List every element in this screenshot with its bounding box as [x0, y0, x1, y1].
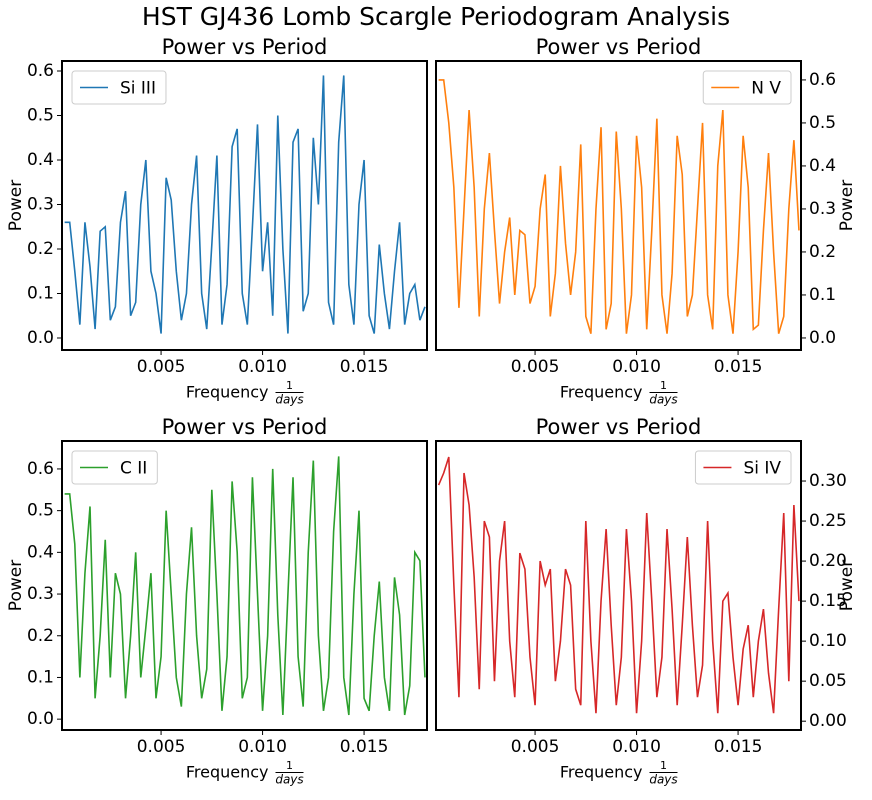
x-tick-label: 0.015	[714, 357, 763, 377]
x-tick-label: 0.010	[612, 737, 661, 757]
figure-title: HST GJ436 Lomb Scargle Periodogram Analy…	[142, 2, 730, 31]
y-tick-label: 0.6	[809, 70, 836, 90]
y-tick-label: 0.3	[27, 194, 54, 214]
axes-frame	[61, 440, 428, 731]
legend-label: Si IV	[743, 459, 781, 479]
x-tick-label: 0.005	[137, 357, 186, 377]
y-tick-label: 0.1	[27, 283, 54, 303]
y-tick-label: 0.3	[27, 584, 54, 604]
y-tick-label: 0.10	[809, 631, 847, 651]
y-tick-label: 0.2	[809, 242, 836, 262]
legend-label: C II	[120, 459, 147, 479]
legend-label: Si III	[120, 79, 156, 99]
subplot-title: Power vs Period	[536, 35, 702, 59]
y-tick-label: 0.2	[27, 239, 54, 259]
y-tick-label: 0.4	[27, 542, 54, 562]
legend-box	[702, 70, 792, 105]
legend: Si IV	[694, 450, 792, 485]
x-tick-label: 0.005	[511, 737, 560, 757]
y-tick-label: 0.4	[809, 156, 836, 176]
y-tick-label: 0.05	[809, 671, 847, 691]
x-tick-label: 0.010	[612, 357, 661, 377]
x-tick-label: 0.015	[340, 737, 389, 757]
y-tick-label: 0.0	[809, 328, 836, 348]
y-tick-label: 0.15	[809, 591, 847, 611]
x-axis-label-numerator: 1	[286, 759, 293, 772]
y-tick-label: 0.00	[809, 711, 847, 731]
y-axis-label: Power	[837, 560, 857, 611]
y-tick-label: 0.4	[27, 150, 54, 170]
subplot-title: Power vs Period	[162, 415, 328, 439]
subplot: Power vs Period 0.005 0.010 0.015 0.00 0.05 0.…	[435, 415, 857, 787]
y-tick-label: 0.6	[27, 61, 54, 81]
subplot: Power vs Period 0.005 0.010 0.015 0.0 0.1 0.2 0…	[6, 35, 428, 407]
x-tick-label: 0.005	[137, 737, 186, 757]
y-tick-label: 0.5	[27, 106, 54, 126]
x-tick-label: 0.015	[714, 737, 763, 757]
axes-frame	[435, 60, 802, 351]
x-axis-label-numerator: 1	[286, 379, 293, 392]
legend: Si III	[71, 70, 167, 105]
y-tick-label: 0.1	[809, 285, 836, 305]
x-tick-label: 0.010	[238, 737, 287, 757]
series-line	[438, 79, 800, 334]
y-axis-label: Power	[837, 180, 857, 231]
legend: C II	[71, 450, 158, 485]
x-axis-label: Frequency	[186, 383, 269, 402]
x-axis-label-denominator: days	[275, 393, 303, 407]
axes-frame	[435, 440, 802, 731]
subplot: Power vs Period 0.005 0.010 0.015 0.0 0.1 0.2 0…	[435, 35, 857, 407]
y-tick-label: 0.0	[27, 709, 54, 729]
y-tick-label: 0.2	[27, 626, 54, 646]
y-tick-label: 0.30	[809, 471, 847, 491]
x-axis-label: Frequency	[560, 383, 643, 402]
y-axis-label: Power	[6, 180, 26, 231]
x-tick-label: 0.005	[511, 357, 560, 377]
subplot: Power vs Period 0.005 0.010 0.015 0.0 0.1 0.2 0…	[6, 415, 428, 787]
y-tick-label: 0.1	[27, 667, 54, 687]
x-tick-label: 0.010	[238, 357, 287, 377]
subplot-title: Power vs Period	[536, 415, 702, 439]
legend-box	[71, 70, 167, 105]
axes-frame	[61, 60, 428, 351]
x-tick-label: 0.015	[340, 357, 389, 377]
y-tick-label: 0.3	[809, 199, 836, 219]
x-axis-label-numerator: 1	[660, 379, 667, 392]
legend-box	[694, 450, 792, 485]
y-tick-label: 0.6	[27, 459, 54, 479]
x-axis-label: Frequency	[560, 763, 643, 782]
y-tick-label: 0.0	[27, 328, 54, 348]
legend-box	[71, 450, 158, 485]
y-tick-label: 0.5	[809, 113, 836, 133]
x-axis-label-denominator: days	[275, 773, 303, 787]
y-axis-label: Power	[6, 560, 26, 611]
x-axis-label-denominator: days	[649, 773, 677, 787]
x-axis-label-denominator: days	[649, 393, 677, 407]
series-line	[64, 75, 426, 334]
x-axis-label: Frequency	[186, 763, 269, 782]
x-axis-label-numerator: 1	[660, 759, 667, 772]
y-tick-label: 0.25	[809, 511, 847, 531]
legend: N V	[702, 70, 792, 105]
subplot-title: Power vs Period	[162, 35, 328, 59]
legend-label: N V	[751, 79, 781, 99]
series-line	[64, 456, 426, 716]
y-tick-label: 0.20	[809, 551, 847, 571]
series-line	[437, 456, 800, 714]
y-tick-label: 0.5	[27, 501, 54, 521]
